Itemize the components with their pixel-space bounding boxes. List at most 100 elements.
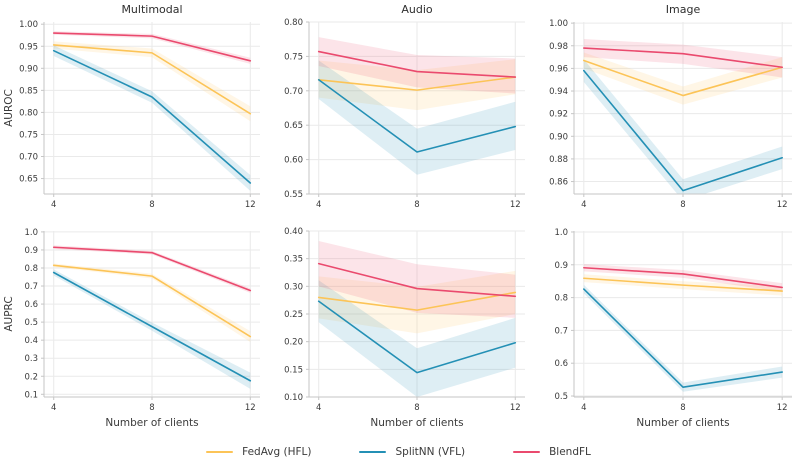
- cell-multimodal-auprc: 0.1 0.2 0.3 0.4 0.5 0.6 0.7 0.8 0.9 1.0 4 8 12 AUPRC N…: [0, 213, 265, 434]
- chart-title: Multimodal: [121, 3, 182, 16]
- ytick-label: 0.5: [554, 392, 568, 402]
- line-fedavg: [583, 277, 783, 292]
- ytick-label: 0.80: [19, 108, 38, 118]
- chart-row-auroc: 0.65 0.70 0.75 0.80 0.85 0.90 0.95 1.00 4 8 12 Mult…: [0, 0, 797, 213]
- ytick-label: 0.6: [24, 300, 38, 310]
- legend-label-blendfl: BlendFL: [549, 445, 591, 458]
- band-splitnn: [318, 60, 516, 175]
- ytick-label: 0.92: [549, 110, 568, 120]
- xtick-label: 4: [51, 403, 56, 413]
- line-blendfl: [52, 246, 252, 292]
- xtick-label: 8: [680, 200, 685, 210]
- xtick-label: 12: [777, 200, 788, 210]
- ytick-label: 1.00: [19, 20, 38, 30]
- ytick-label: 0.75: [19, 130, 38, 140]
- fedavg-line-swatch-icon: [206, 450, 234, 453]
- ytick-label: 0.86: [549, 178, 568, 188]
- xtick-label: 8: [414, 403, 419, 413]
- chart-row-auprc: 0.1 0.2 0.3 0.4 0.5 0.6 0.7 0.8 0.9 1.0 4 8 12 AUPRC N…: [0, 213, 797, 434]
- line-blendfl: [583, 266, 783, 289]
- line-fedavg: [317, 291, 517, 311]
- ytick-label: 0.15: [284, 365, 303, 375]
- xtick-label: 12: [245, 403, 256, 413]
- band-fedavg: [318, 59, 516, 111]
- y-axis-label: AUPRC: [3, 296, 15, 331]
- ytick-label: 0.3: [24, 354, 38, 364]
- band-blendfl: [318, 240, 516, 318]
- legend-label-splitnn: SplitNN (VFL): [395, 445, 466, 458]
- xtick-label: 4: [316, 200, 321, 210]
- ytick-label: 0.2: [24, 372, 38, 382]
- band-blendfl: [318, 37, 516, 94]
- ytick-label: 0.25: [284, 310, 303, 320]
- chart-multimodal-auroc: 0.65 0.70 0.75 0.80 0.85 0.90 0.95 1.00 4 8 12 Mult…: [3, 3, 260, 210]
- line-fedavg: [317, 76, 517, 91]
- xtick-label: 8: [414, 200, 419, 210]
- chart-image-auprc: 0.5 0.6 0.7 0.8 0.9 1.0 4 8 12 Number of clients: [554, 228, 792, 429]
- legend-item-fedavg: FedAvg (HFL): [206, 446, 311, 458]
- ytick-label: 0.9: [24, 246, 38, 256]
- chart-audio-auprc: 0.10 0.15 0.20 0.25 0.30 0.35 0.40 4 8 12 Number o…: [284, 227, 525, 429]
- line-blendfl: [317, 50, 517, 78]
- chart-audio-auroc: 0.55 0.60 0.65 0.70 0.75 0.80 4 8 12 Audio: [284, 3, 525, 210]
- legend-label-fedavg: FedAvg (HFL): [242, 445, 312, 458]
- cell-image-auprc: 0.5 0.6 0.7 0.8 0.9 1.0 4 8 12 Number of clients: [530, 213, 797, 434]
- splitnn-line-swatch-icon: [359, 450, 387, 453]
- band-blendfl: [53, 31, 251, 64]
- line-splitnn: [317, 78, 517, 153]
- xtick-label: 8: [149, 403, 154, 413]
- ytick-label: 0.8: [24, 264, 38, 274]
- ytick-label: 0.90: [19, 64, 38, 74]
- chart-title: Image: [666, 3, 701, 16]
- ytick-label: 0.80: [284, 18, 303, 28]
- line-fedavg: [52, 264, 252, 338]
- line-splitnn: [52, 49, 252, 184]
- ytick-label: 0.95: [19, 42, 38, 52]
- xtick-label: 12: [777, 403, 788, 413]
- ytick-label: 0.7: [24, 282, 38, 292]
- xtick-label: 4: [51, 200, 56, 210]
- chart-image-auroc: 0.86 0.88 0.90 0.92 0.94 0.96 0.98 1.00 4 8 12 Imag…: [549, 3, 792, 210]
- xtick-label: 4: [581, 403, 586, 413]
- line-splitnn: [583, 69, 783, 192]
- line-blendfl: [52, 32, 252, 62]
- legend-item-splitnn: SplitNN (VFL): [359, 446, 465, 458]
- cell-multimodal-auroc: 0.65 0.70 0.75 0.80 0.85 0.90 0.95 1.00 4 8 12 Mult…: [0, 0, 265, 213]
- ytick-label: 0.70: [19, 153, 38, 163]
- ytick-label: 0.7: [554, 326, 568, 336]
- band-blendfl: [583, 38, 783, 78]
- ytick-label: 0.55: [284, 190, 303, 200]
- ytick-label: 0.88: [549, 155, 568, 165]
- ytick-label: 0.94: [549, 87, 568, 97]
- legend: FedAvg (HFL) SplitNN (VFL) BlendFL: [0, 434, 797, 469]
- chart-multimodal-auprc: 0.1 0.2 0.3 0.4 0.5 0.6 0.7 0.8 0.9 1.0 4 8 12 AUPRC N…: [3, 228, 260, 429]
- x-axis-label: Number of clients: [105, 417, 198, 429]
- xtick-label: 12: [510, 403, 521, 413]
- line-blendfl: [583, 47, 783, 69]
- band-splitnn: [318, 280, 516, 397]
- ytick-label: 0.4: [24, 336, 38, 346]
- xtick-label: 12: [510, 200, 521, 210]
- ytick-label: 0.1: [24, 390, 38, 400]
- ytick-label: 0.65: [19, 175, 38, 185]
- ytick-label: 0.96: [549, 64, 568, 74]
- chart-grid: 0.65 0.70 0.75 0.80 0.85 0.90 0.95 1.00 4 8 12 Mult…: [0, 0, 797, 434]
- ytick-label: 0.20: [284, 338, 303, 348]
- line-fedavg: [583, 59, 783, 97]
- x-axis-label: Number of clients: [636, 417, 729, 429]
- xtick-label: 4: [581, 200, 586, 210]
- legend-item-blendfl: BlendFL: [513, 446, 591, 458]
- chart-title: Audio: [401, 3, 433, 16]
- ytick-label: 0.70: [284, 87, 303, 97]
- xtick-label: 12: [245, 200, 256, 210]
- ytick-label: 0.9: [554, 261, 568, 271]
- ytick-label: 0.40: [284, 227, 303, 237]
- cell-image-auroc: 0.86 0.88 0.90 0.92 0.94 0.96 0.98 1.00 4 8 12 Imag…: [530, 0, 797, 213]
- line-splitnn: [583, 288, 783, 388]
- ytick-label: 0.35: [284, 255, 303, 265]
- ytick-label: 1.0: [554, 228, 568, 238]
- xtick-label: 8: [149, 200, 154, 210]
- line-blendfl: [317, 262, 517, 298]
- ytick-label: 0.60: [284, 156, 303, 166]
